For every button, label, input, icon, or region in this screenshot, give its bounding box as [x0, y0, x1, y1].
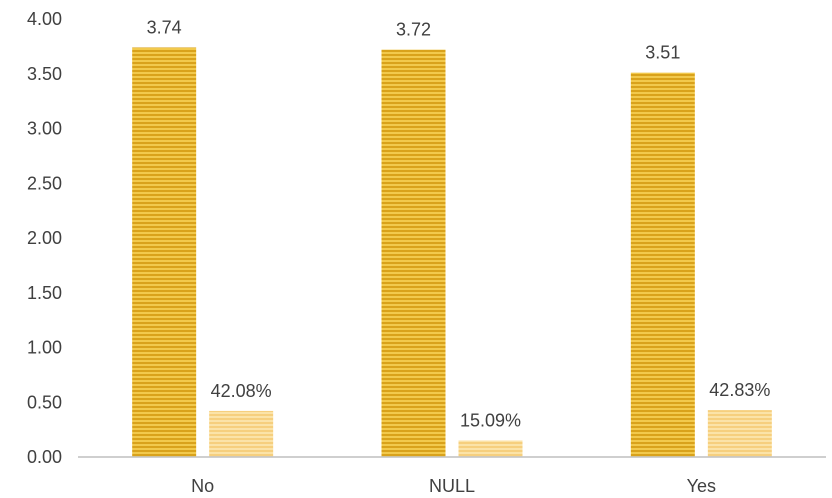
data-label-yes-series-1: 3.51	[645, 43, 680, 63]
y-tick-label: 1.50	[27, 283, 62, 303]
y-tick-label: 3.00	[27, 119, 62, 139]
bar-no-series-1	[132, 47, 197, 457]
x-category-label: Yes	[687, 476, 716, 496]
x-category-label: NULL	[429, 476, 475, 496]
y-tick-label: 1.00	[27, 338, 62, 358]
y-tick-label: 2.50	[27, 173, 62, 193]
data-label-null-series-1: 3.72	[396, 20, 431, 40]
y-tick-label: 4.00	[27, 9, 62, 29]
bar-no-series-2	[209, 410, 274, 457]
data-labels: 3.74 42.08% 3.72 15.09% 3.51 42.83%	[147, 17, 771, 430]
bar-yes-series-2	[707, 410, 772, 457]
bars	[132, 47, 772, 457]
bar-yes-series-1	[630, 72, 695, 457]
y-tick-label: 0.50	[27, 392, 62, 412]
data-label-no-series-1: 3.74	[147, 17, 182, 37]
x-axis: No NULL Yes	[78, 456, 826, 496]
bar-null-series-1	[381, 49, 446, 457]
y-axis-ticks: 0.00 0.50 1.00 1.50 2.00 2.50 3.00 3.50 4.00	[27, 9, 62, 467]
data-label-no-series-2: 42.08%	[211, 381, 272, 401]
x-category-label: No	[191, 476, 214, 496]
y-tick-label: 2.00	[27, 228, 62, 248]
data-label-yes-series-2: 42.83%	[709, 380, 770, 400]
data-label-null-series-2: 15.09%	[460, 410, 521, 430]
y-tick-label: 3.50	[27, 64, 62, 84]
y-tick-label: 0.00	[27, 447, 62, 467]
bar-null-series-2	[458, 440, 523, 457]
